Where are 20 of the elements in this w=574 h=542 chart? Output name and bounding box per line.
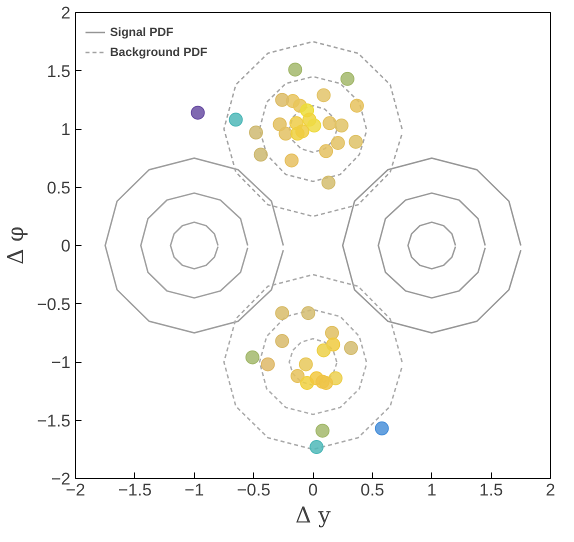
x-tick-label: 1 (427, 480, 436, 500)
x-tick-label: 0 (308, 480, 318, 500)
y-tick-label: 0.5 (46, 178, 71, 198)
y-tick-label: 1.5 (46, 62, 71, 81)
legend-label: Background PDF (110, 45, 208, 59)
legend-label: Signal PDF (110, 25, 174, 39)
x-tick-label: −1 (184, 480, 204, 500)
y-tick-label: −1 (51, 353, 71, 372)
x-tick-label: −1.5 (118, 480, 152, 500)
y-axis-title: Δ φ (4, 226, 29, 265)
x-tick-label: 2 (546, 480, 556, 500)
y-tick-label: 0 (61, 236, 71, 256)
x-tick-label: 0.5 (360, 480, 384, 500)
x-tick-label: −0.5 (236, 480, 270, 500)
y-tick-label: −1.5 (36, 411, 70, 430)
x-tick-label: 1.5 (479, 480, 503, 500)
x-axis-title: Δ y (295, 504, 332, 528)
y-tick-label: 2 (61, 4, 71, 22)
y-tick-label: 1 (61, 120, 71, 139)
y-tick-label: −0.5 (36, 294, 70, 314)
